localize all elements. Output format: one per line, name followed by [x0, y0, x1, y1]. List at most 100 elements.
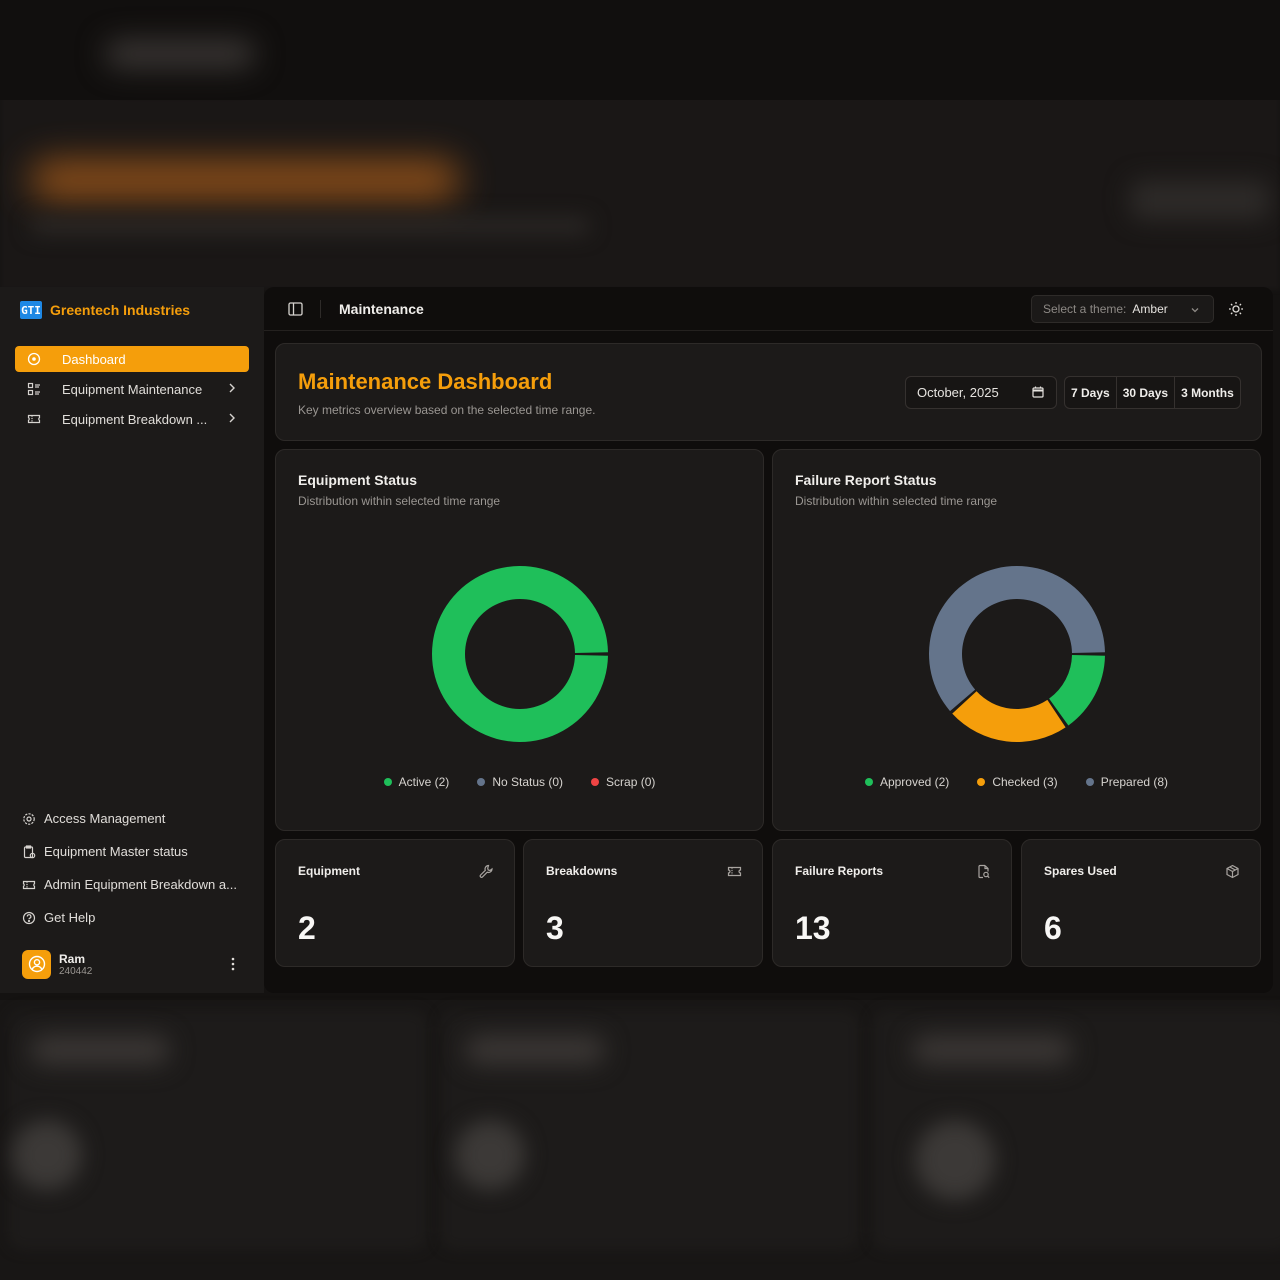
legend-item-approved: Approved (2): [864, 775, 950, 789]
donut-slice-approved[interactable]: [1049, 655, 1105, 726]
legend-dot: [1085, 778, 1094, 786]
range-7-days-button[interactable]: 7 Days: [1065, 377, 1117, 408]
stat-title: Breakdowns: [546, 864, 618, 878]
range-30-days-button[interactable]: 30 Days: [1117, 377, 1176, 408]
dashboard-title: Maintenance Dashboard: [298, 369, 553, 394]
chart-subtitle: Distribution within selected time range: [298, 494, 501, 508]
stat-title: Equipment: [298, 864, 360, 878]
backdrop-pill: [912, 1035, 1072, 1065]
legend-item-scrap: Scrap (0): [591, 775, 655, 789]
sidebar-item-label: Get Help: [44, 910, 96, 925]
backdrop-circle: [455, 1120, 525, 1190]
donut-slice-prepared[interactable]: [929, 566, 1105, 712]
stat-title: Spares Used: [1044, 864, 1117, 878]
sidebar-toggle-icon[interactable]: [288, 302, 303, 316]
dashboard-header-card: Maintenance Dashboard Key metrics overvi…: [275, 343, 1262, 441]
theme-select[interactable]: Select a theme: Amber: [1031, 295, 1214, 323]
donut-slice-checked[interactable]: [952, 691, 1066, 742]
user-id: 240442: [59, 965, 93, 977]
legend-label: Checked (3): [992, 775, 1058, 789]
legend-label: Approved (2): [879, 775, 950, 789]
stat-card-failure-reports: Failure Reports 13: [772, 839, 1012, 967]
topbar: Maintenance Select a theme: Amber: [264, 287, 1273, 331]
ticket-icon: [727, 866, 742, 877]
stat-card-equipment: Equipment 2: [275, 839, 515, 967]
stat-value: 3: [546, 910, 564, 946]
sidebar-item-dashboard[interactable]: Dashboard: [15, 346, 249, 372]
chevron-right-icon: [229, 383, 235, 393]
backdrop-pill: [465, 1035, 605, 1065]
chart-subtitle: Distribution within selected time range: [795, 494, 998, 508]
chevron-down-icon: [1191, 308, 1199, 313]
backdrop-subtitle: [30, 218, 590, 234]
chart-legend: Active (2) No Status (0) Scrap (0): [276, 775, 763, 789]
file-search-icon: [978, 864, 990, 879]
clipboard-icon: [22, 844, 36, 859]
chart-title: Failure Report Status: [795, 472, 937, 488]
chart-title: Equipment Status: [298, 472, 418, 488]
user-name: Ram: [59, 951, 86, 966]
stat-value: 6: [1044, 910, 1062, 946]
legend-dot: [383, 778, 392, 786]
legend-item-no-status: No Status (0): [477, 775, 563, 789]
stat-value: 13: [795, 910, 831, 946]
legend-label: Active (2): [398, 775, 450, 789]
month-picker[interactable]: October, 2025: [905, 376, 1057, 409]
legend-dot: [977, 778, 986, 786]
failure-report-status-donut: [929, 566, 1105, 742]
page-title: Maintenance: [339, 301, 424, 317]
help-icon: [22, 911, 36, 925]
package-icon: [1226, 864, 1239, 879]
user-profile[interactable]: Ram 240442: [22, 948, 248, 980]
chevron-right-icon: [229, 413, 235, 423]
sidebar-item-label: Admin Equipment Breakdown a...: [44, 877, 237, 892]
legend-label: Prepared (8): [1100, 775, 1169, 789]
sidebar-item-access-management[interactable]: Access Management: [18, 802, 248, 835]
wrench-icon: [479, 864, 493, 878]
sidebar-item-get-help[interactable]: Get Help: [18, 901, 248, 934]
sidebar-item-label: Equipment Master status: [44, 844, 188, 859]
sidebar-item-equipment-master-status[interactable]: Equipment Master status: [18, 835, 248, 868]
sidebar-item-label: Dashboard: [62, 351, 126, 367]
backdrop-pill: [30, 1035, 170, 1065]
legend-item-checked: Checked (3): [977, 775, 1058, 789]
backdrop-circle: [915, 1120, 995, 1200]
brand-logo: GTI: [20, 301, 42, 319]
calendar-icon[interactable]: [1032, 386, 1044, 398]
brand[interactable]: GTI Greentech Industries: [20, 301, 190, 319]
stat-title: Failure Reports: [795, 864, 884, 878]
legend-item-active: Active (2): [383, 775, 450, 789]
sidebar-item-label: Equipment Breakdown ...: [62, 411, 208, 427]
sidebar-item-label: Equipment Maintenance: [62, 381, 203, 397]
backdrop-title: [30, 160, 460, 200]
dashboard-icon: [27, 352, 41, 366]
backdrop-logo: [105, 40, 255, 68]
sidebar-secondary-nav: Access Management Equipment Master statu…: [18, 802, 248, 934]
donut-slice-active[interactable]: [432, 566, 608, 742]
range-3-months-button[interactable]: 3 Months: [1181, 385, 1234, 400]
legend-label: Scrap (0): [606, 775, 656, 789]
sidebar: GTI Greentech Industries Dashboard Equip…: [0, 287, 264, 993]
stat-card-breakdowns: Breakdowns 3: [523, 839, 763, 967]
sidebar-item-admin-equipment-breakdown[interactable]: Admin Equipment Breakdown a...: [18, 868, 248, 901]
time-range-toggle: 7 Days 30 Days 3 Months: [1064, 376, 1241, 409]
sidebar-item-equipment-breakdown[interactable]: Equipment Breakdown ...: [15, 406, 249, 432]
legend-dot: [477, 778, 486, 786]
list-icon: [27, 382, 41, 396]
month-picker-value: October, 2025: [917, 385, 999, 400]
dashboard-subtitle: Key metrics overview based on the select…: [298, 403, 596, 417]
sidebar-item-label: Access Management: [44, 811, 166, 826]
theme-select-label: Select a theme:: [1043, 302, 1127, 316]
equipment-status-donut: [432, 566, 608, 742]
chart-legend: Approved (2) Checked (3) Prepared (8): [773, 775, 1260, 789]
legend-label: No Status (0): [492, 775, 564, 789]
ticket-icon: [27, 412, 41, 426]
more-vertical-icon[interactable]: [226, 956, 240, 972]
sun-icon[interactable]: [1228, 301, 1244, 317]
backdrop-button: [1130, 180, 1270, 220]
gear-icon: [22, 812, 36, 826]
legend-dot: [591, 778, 600, 786]
main-panel: Maintenance Select a theme: Amber Mainte…: [264, 287, 1273, 993]
sidebar-nav: Dashboard Equipment Maintenance Equipmen…: [15, 346, 249, 436]
sidebar-item-equipment-maintenance[interactable]: Equipment Maintenance: [15, 376, 249, 402]
